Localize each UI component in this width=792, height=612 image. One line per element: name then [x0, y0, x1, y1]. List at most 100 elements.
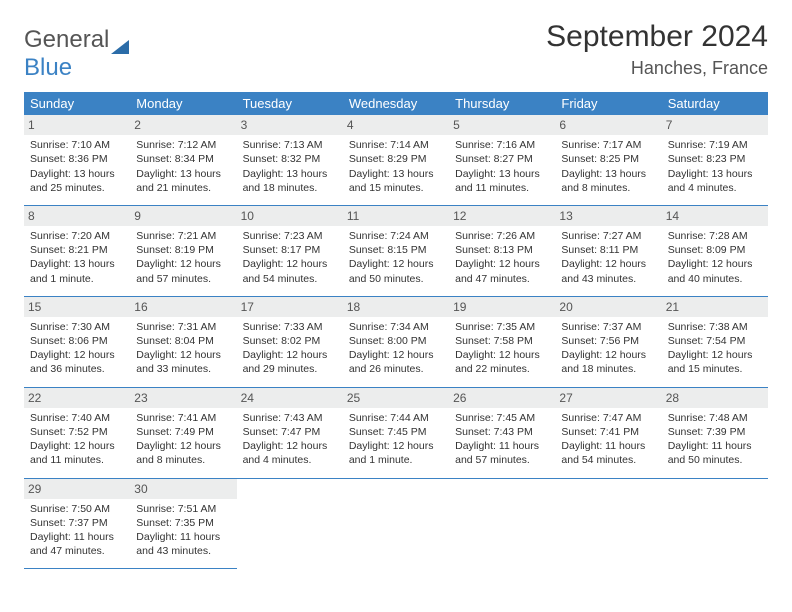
calendar-day-cell: 25Sunrise: 7:44 AMSunset: 7:45 PMDayligh… — [343, 387, 449, 478]
calendar-day-cell: 28Sunrise: 7:48 AMSunset: 7:39 PMDayligh… — [662, 387, 768, 478]
calendar-day-cell: 26Sunrise: 7:45 AMSunset: 7:43 PMDayligh… — [449, 387, 555, 478]
daylight-text: Daylight: 12 hours — [243, 348, 337, 362]
daylight-text: and 36 minutes. — [30, 362, 124, 376]
calendar-day-cell: 3Sunrise: 7:13 AMSunset: 8:32 PMDaylight… — [237, 115, 343, 205]
daylight-text: Daylight: 13 hours — [455, 167, 549, 181]
day-number: 8 — [24, 206, 130, 226]
daylight-text: Daylight: 12 hours — [561, 257, 655, 271]
daylight-text: Daylight: 12 hours — [136, 348, 230, 362]
sunset-text: Sunset: 8:34 PM — [136, 152, 230, 166]
daylight-text: Daylight: 12 hours — [243, 439, 337, 453]
calendar-day-cell: 27Sunrise: 7:47 AMSunset: 7:41 PMDayligh… — [555, 387, 661, 478]
calendar-week-row: 1Sunrise: 7:10 AMSunset: 8:36 PMDaylight… — [24, 115, 768, 205]
sunrise-text: Sunrise: 7:23 AM — [243, 229, 337, 243]
calendar-week-row: 15Sunrise: 7:30 AMSunset: 8:06 PMDayligh… — [24, 296, 768, 387]
daylight-text: Daylight: 11 hours — [455, 439, 549, 453]
daylight-text: and 47 minutes. — [30, 544, 124, 558]
day-number: 11 — [343, 206, 449, 226]
logo: General Blue — [24, 26, 129, 82]
weekday-header: Sunday — [24, 92, 130, 115]
title-area: September 2024 Hanches, France — [546, 20, 768, 79]
sunrise-text: Sunrise: 7:14 AM — [349, 138, 443, 152]
sunrise-text: Sunrise: 7:10 AM — [30, 138, 124, 152]
calendar-day-cell: 2Sunrise: 7:12 AMSunset: 8:34 PMDaylight… — [130, 115, 236, 205]
sunset-text: Sunset: 7:49 PM — [136, 425, 230, 439]
sunset-text: Sunset: 8:29 PM — [349, 152, 443, 166]
sunset-text: Sunset: 8:25 PM — [561, 152, 655, 166]
daylight-text: Daylight: 12 hours — [668, 348, 762, 362]
sunrise-text: Sunrise: 7:41 AM — [136, 411, 230, 425]
daylight-text: and 57 minutes. — [455, 453, 549, 467]
sunrise-text: Sunrise: 7:20 AM — [30, 229, 124, 243]
sunrise-text: Sunrise: 7:50 AM — [30, 502, 124, 516]
calendar-day-cell: 5Sunrise: 7:16 AMSunset: 8:27 PMDaylight… — [449, 115, 555, 205]
sunset-text: Sunset: 8:09 PM — [668, 243, 762, 257]
weekday-header-row: Sunday Monday Tuesday Wednesday Thursday… — [24, 92, 768, 115]
calendar-day-cell: 29Sunrise: 7:50 AMSunset: 7:37 PMDayligh… — [24, 478, 130, 569]
sunrise-text: Sunrise: 7:21 AM — [136, 229, 230, 243]
sunset-text: Sunset: 7:43 PM — [455, 425, 549, 439]
day-number: 3 — [237, 115, 343, 135]
calendar-day-cell — [449, 478, 555, 569]
daylight-text: and 11 minutes. — [30, 453, 124, 467]
weekday-header: Tuesday — [237, 92, 343, 115]
sunrise-text: Sunrise: 7:30 AM — [30, 320, 124, 334]
calendar-day-cell: 10Sunrise: 7:23 AMSunset: 8:17 PMDayligh… — [237, 205, 343, 296]
daylight-text: Daylight: 12 hours — [349, 348, 443, 362]
sunset-text: Sunset: 8:13 PM — [455, 243, 549, 257]
sunrise-text: Sunrise: 7:17 AM — [561, 138, 655, 152]
sunset-text: Sunset: 7:54 PM — [668, 334, 762, 348]
day-number: 4 — [343, 115, 449, 135]
sunset-text: Sunset: 8:00 PM — [349, 334, 443, 348]
calendar-week-row: 22Sunrise: 7:40 AMSunset: 7:52 PMDayligh… — [24, 387, 768, 478]
daylight-text: and 54 minutes. — [243, 272, 337, 286]
sunrise-text: Sunrise: 7:37 AM — [561, 320, 655, 334]
day-number: 30 — [130, 479, 236, 499]
sunset-text: Sunset: 8:02 PM — [243, 334, 337, 348]
calendar-day-cell: 11Sunrise: 7:24 AMSunset: 8:15 PMDayligh… — [343, 205, 449, 296]
sunset-text: Sunset: 7:41 PM — [561, 425, 655, 439]
sunset-text: Sunset: 7:45 PM — [349, 425, 443, 439]
day-number: 15 — [24, 297, 130, 317]
calendar-day-cell: 14Sunrise: 7:28 AMSunset: 8:09 PMDayligh… — [662, 205, 768, 296]
day-number: 5 — [449, 115, 555, 135]
daylight-text: Daylight: 12 hours — [30, 348, 124, 362]
sunset-text: Sunset: 8:23 PM — [668, 152, 762, 166]
sunrise-text: Sunrise: 7:44 AM — [349, 411, 443, 425]
day-number: 20 — [555, 297, 661, 317]
daylight-text: Daylight: 13 hours — [30, 257, 124, 271]
sunrise-text: Sunrise: 7:19 AM — [668, 138, 762, 152]
sunrise-text: Sunrise: 7:51 AM — [136, 502, 230, 516]
calendar-day-cell: 13Sunrise: 7:27 AMSunset: 8:11 PMDayligh… — [555, 205, 661, 296]
sunrise-text: Sunrise: 7:27 AM — [561, 229, 655, 243]
calendar-table: Sunday Monday Tuesday Wednesday Thursday… — [24, 92, 768, 569]
sunset-text: Sunset: 7:39 PM — [668, 425, 762, 439]
sunrise-text: Sunrise: 7:45 AM — [455, 411, 549, 425]
daylight-text: Daylight: 12 hours — [349, 439, 443, 453]
sunrise-text: Sunrise: 7:34 AM — [349, 320, 443, 334]
daylight-text: and 4 minutes. — [668, 181, 762, 195]
daylight-text: and 1 minute. — [30, 272, 124, 286]
daylight-text: Daylight: 12 hours — [455, 348, 549, 362]
calendar-day-cell: 23Sunrise: 7:41 AMSunset: 7:49 PMDayligh… — [130, 387, 236, 478]
weekday-header: Wednesday — [343, 92, 449, 115]
day-number: 16 — [130, 297, 236, 317]
sunrise-text: Sunrise: 7:43 AM — [243, 411, 337, 425]
daylight-text: and 8 minutes. — [561, 181, 655, 195]
calendar-day-cell: 12Sunrise: 7:26 AMSunset: 8:13 PMDayligh… — [449, 205, 555, 296]
sunset-text: Sunset: 8:17 PM — [243, 243, 337, 257]
calendar-day-cell: 22Sunrise: 7:40 AMSunset: 7:52 PMDayligh… — [24, 387, 130, 478]
daylight-text: and 18 minutes. — [561, 362, 655, 376]
calendar-day-cell — [555, 478, 661, 569]
sunset-text: Sunset: 8:11 PM — [561, 243, 655, 257]
daylight-text: Daylight: 12 hours — [561, 348, 655, 362]
sunset-text: Sunset: 7:56 PM — [561, 334, 655, 348]
sunset-text: Sunset: 8:04 PM — [136, 334, 230, 348]
daylight-text: Daylight: 13 hours — [668, 167, 762, 181]
sunset-text: Sunset: 8:15 PM — [349, 243, 443, 257]
day-number: 12 — [449, 206, 555, 226]
day-number: 23 — [130, 388, 236, 408]
daylight-text: and 26 minutes. — [349, 362, 443, 376]
weekday-header: Saturday — [662, 92, 768, 115]
calendar-week-row: 8Sunrise: 7:20 AMSunset: 8:21 PMDaylight… — [24, 205, 768, 296]
